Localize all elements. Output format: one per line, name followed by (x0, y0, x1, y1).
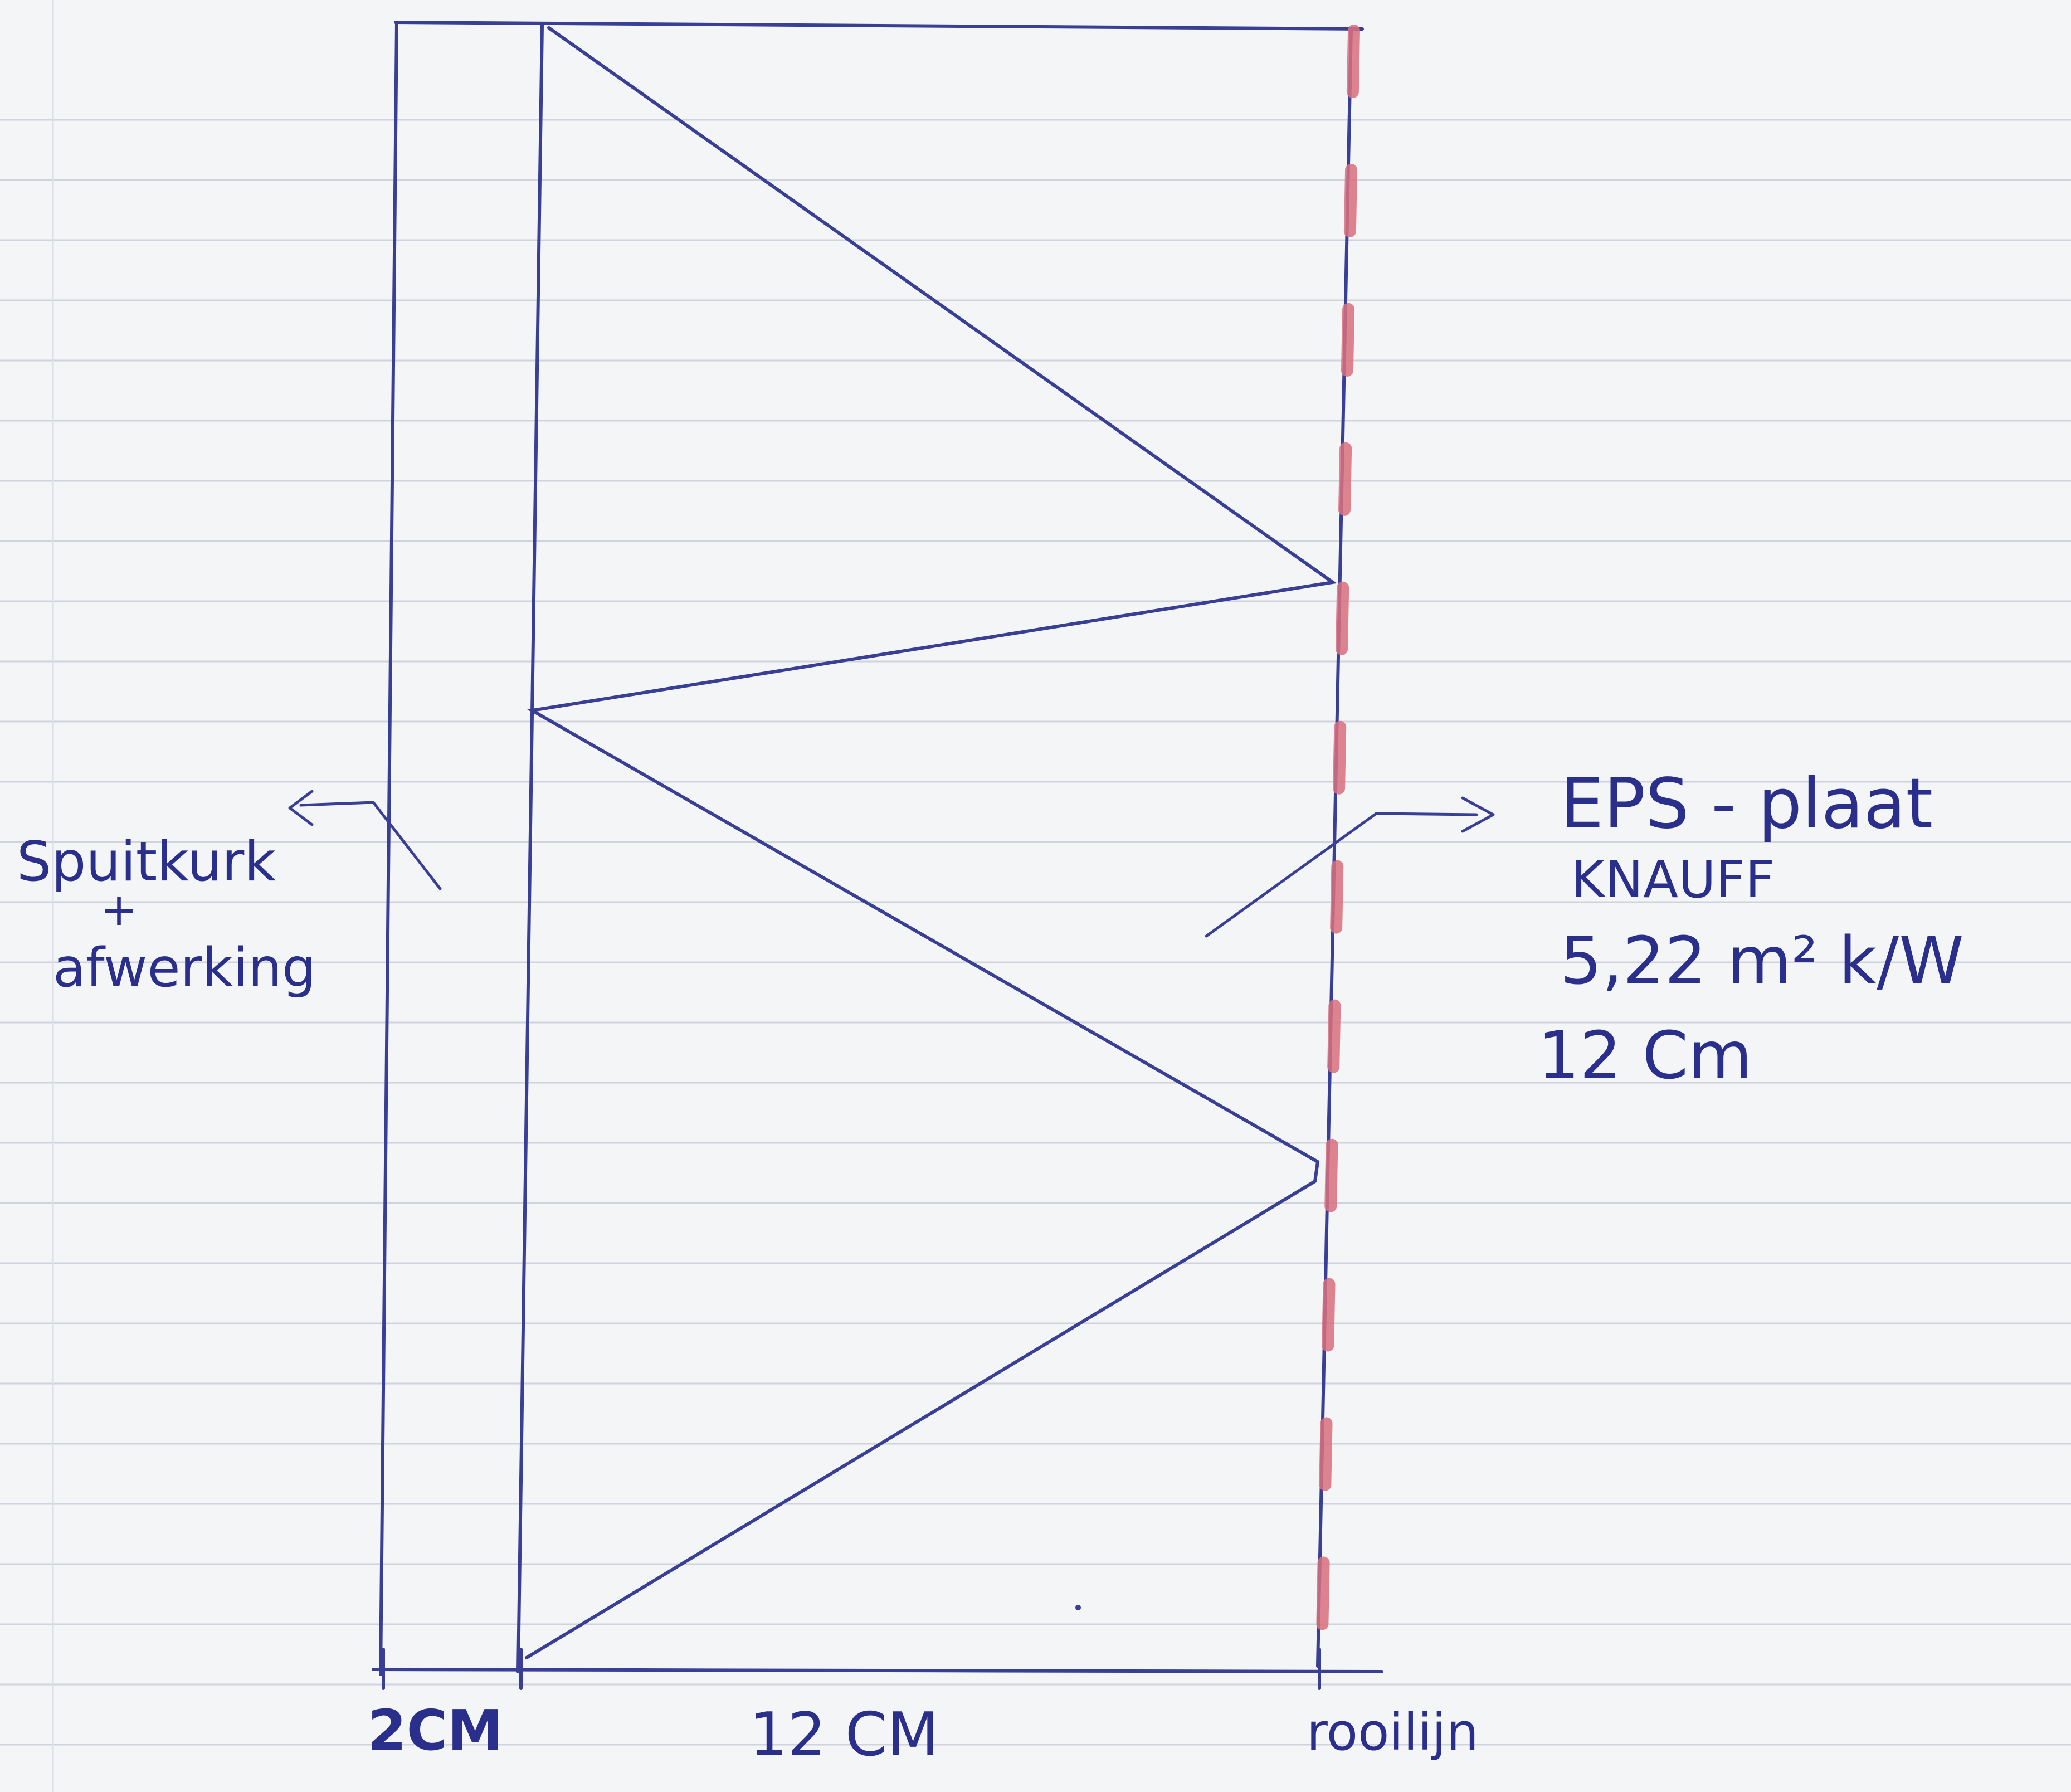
top-edge-line (394, 21, 1364, 31)
label-spuitkurk: Spuitkurk (17, 830, 276, 894)
ruled-lines (0, 119, 2071, 1746)
left-outer-line (379, 22, 398, 1676)
right-boundary-line (1316, 27, 1353, 1668)
label-eps-plaat: EPS - plaat (1560, 764, 1933, 844)
label-knauff: KNAUFF (1571, 850, 1775, 909)
dimension-2cm: 2CM (368, 1698, 503, 1763)
dimension-12cm: 12 CM (749, 1700, 939, 1770)
label-r-value: 5,22 m² k/W (1560, 922, 1964, 999)
right-leader-line (1205, 812, 1478, 938)
label-afwerking: afwerking (53, 937, 316, 999)
pen-dot (1075, 1605, 1081, 1610)
label-thickness: 12 Cm (1538, 1017, 1752, 1094)
cork-boundary-line (516, 23, 544, 1673)
bottom-edge-line (372, 1668, 1383, 1673)
right-arrowhead-icon (1461, 796, 1495, 833)
label-plus: + (100, 884, 138, 936)
label-rooilijn: rooilijn (1307, 1702, 1479, 1762)
insulation-zigzag (525, 26, 1337, 1659)
left-leader-line (299, 801, 442, 890)
left-arrowhead-icon (288, 790, 314, 826)
red-dashed-boundary (1315, 25, 1360, 1669)
